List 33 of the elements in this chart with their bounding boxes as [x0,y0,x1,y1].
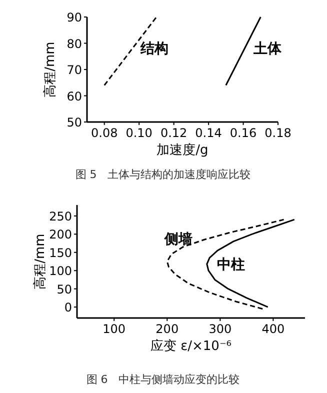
y-tick-label: 200 [49,228,72,242]
x-axis-title: 加速度/g [156,142,208,158]
y-tick-label: 80 [66,36,82,51]
caption: 图 5 土体与结构的加速度响应比较 [75,168,251,181]
x-tick-label: 0.16 [230,126,257,140]
x-tick-label: 0.12 [160,126,188,140]
y-tick-label: 50 [66,116,82,130]
x-tick-label: 100 [102,322,126,336]
y-tick-label: 50 [56,282,72,296]
x-tick-label: 400 [262,322,285,336]
caption: 图 6 中柱与侧墙动应变的比较 [86,373,240,386]
y-axis-title: 高程/mm [42,42,58,98]
series-label: 结构 [139,41,168,58]
y-tick-label: 250 [49,209,72,224]
x-tick-label: 0.10 [126,126,152,140]
x-tick-label: 200 [156,322,179,336]
series-label: 侧墙 [163,232,192,248]
y-tick-label: 60 [66,89,82,104]
y-tick-label: 90 [66,10,82,24]
series-label: 土体 [252,41,282,58]
series-label: 中柱 [216,257,245,274]
y-axis-title: 高程/mm [32,234,48,290]
x-tick-label: 0.08 [91,126,118,140]
x-axis-title: 应变 ε/×10⁻⁶ [150,338,232,354]
line-series [206,218,296,308]
x-tick-label: 300 [208,322,232,336]
y-tick-label: 70 [66,63,82,77]
y-tick-label: 100 [49,264,72,278]
line-series [166,218,285,310]
x-tick-label: 0.14 [195,126,222,140]
x-tick-label: 0.18 [264,126,292,140]
y-tick-label: 0 [64,300,72,315]
y-tick-label: 150 [49,246,72,260]
